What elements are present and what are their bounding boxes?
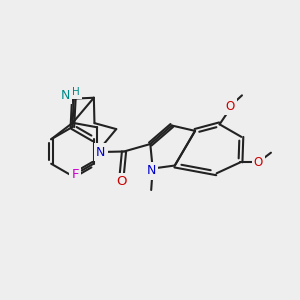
Text: F: F xyxy=(71,168,79,181)
Text: N: N xyxy=(96,146,105,159)
Text: H: H xyxy=(72,87,80,97)
Text: O: O xyxy=(225,100,235,113)
Text: O: O xyxy=(254,156,263,169)
Text: O: O xyxy=(116,175,127,188)
Text: N: N xyxy=(146,164,156,177)
Text: N: N xyxy=(61,88,70,102)
